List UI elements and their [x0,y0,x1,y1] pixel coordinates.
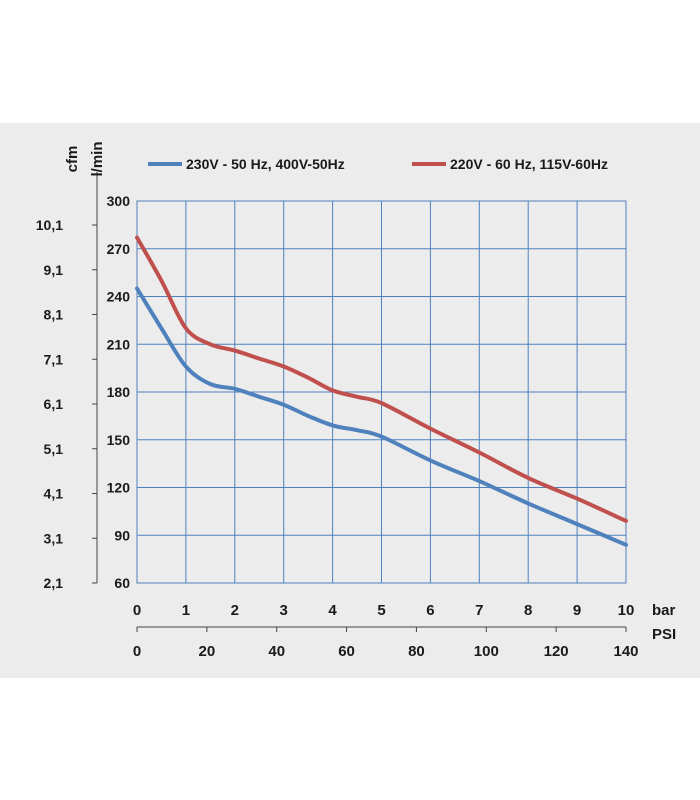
lmin-tick-label: 210 [107,336,131,352]
lmin-tick-label: 90 [114,527,130,543]
plot-grid [96,172,627,584]
psi-tick-label: 120 [544,643,569,660]
cfm-tick-label: 5,1 [44,441,64,457]
cfm-tick-label: 7,1 [44,351,64,367]
psi-tick-labels: 0 20 40 60 80 100 120 140 [133,626,639,660]
lmin-tick-label: 180 [107,384,131,400]
bar-tick-labels: 0 1 2 3 4 5 6 7 8 9 10 [133,602,635,619]
psi-tick-label: 140 [613,643,638,660]
lmin-tick-label: 270 [107,241,131,257]
bar-tick-label: 10 [618,602,635,619]
chart-panel [0,123,700,678]
cfm-tick-label: 2,1 [44,575,64,591]
bar-tick-label: 6 [426,602,434,619]
psi-axis-label: PSI [652,626,676,643]
psi-tick-label: 0 [133,643,141,660]
cfm-tick-label: 10,1 [36,217,63,233]
cfm-axis-label: cfm [64,146,81,173]
cfm-tick-label: 9,1 [44,262,64,278]
series-line-2 [135,235,628,523]
lmin-axis-label: l/min [89,141,106,176]
cfm-tick-label: 3,1 [44,530,64,546]
bar-tick-label: 4 [328,602,337,619]
bar-tick-label: 2 [231,602,239,619]
bar-tick-label: 8 [524,602,532,619]
series-line-1 [135,286,628,547]
psi-tick-label: 60 [338,643,355,660]
lmin-tick-label: 300 [107,193,131,209]
bar-tick-label: 7 [475,602,483,619]
psi-tick-label: 100 [474,643,499,660]
lmin-tick-label: 60 [114,575,130,591]
legend-label-2: 220V - 60 Hz, 115V-60Hz [450,156,608,172]
bar-axis-label: bar [652,602,676,619]
bar-tick-label: 5 [377,602,385,619]
psi-tick-label: 20 [199,643,216,660]
bar-tick-label: 0 [133,602,141,619]
cfm-tick-label: 4,1 [44,486,64,502]
legend-label-1: 230V - 50 Hz, 400V-50Hz [186,156,345,172]
series-lines [135,235,628,547]
legend: 230V - 50 Hz, 400V-50Hz 220V - 60 Hz, 115… [148,156,608,172]
lmin-tick-label: 120 [107,480,131,496]
psi-tick-label: 80 [408,643,425,660]
bar-tick-label: 1 [182,602,190,619]
lmin-tick-label: 150 [107,432,131,448]
psi-tick-label: 40 [268,643,285,660]
cfm-tick-label: 6,1 [44,396,64,412]
cfm-tick-label: 8,1 [44,307,64,323]
bar-tick-label: 3 [280,602,288,619]
lmin-tick-labels: 300 270 240 210 180 150 120 90 60 [107,193,131,591]
cfm-tick-labels: 10,1 9,1 8,1 7,1 6,1 5,1 4,1 3,1 2,1 [36,217,97,591]
bar-tick-label: 9 [573,602,581,619]
lmin-tick-label: 240 [107,289,131,305]
